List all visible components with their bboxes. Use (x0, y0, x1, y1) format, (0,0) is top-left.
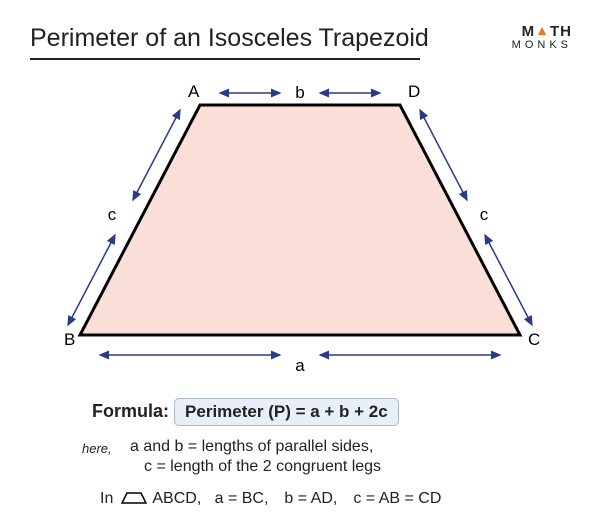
page-title: Perimeter of an Isosceles Trapezoid (30, 24, 429, 53)
final-shape-label: ABCD, (152, 490, 201, 507)
vertex-label: D (408, 82, 420, 101)
trapezoid-icon (121, 491, 147, 505)
formula-row: Formula: Perimeter (P) = a + b + 2c (92, 398, 399, 426)
title-underline (30, 58, 420, 60)
side-label: c (108, 205, 117, 224)
here-label: here, (82, 441, 112, 456)
final-rest: a = BC, b = AD, c = AB = CD (215, 490, 442, 507)
trapezoid-shape (80, 105, 520, 335)
vertex-label: C (528, 330, 540, 349)
side-label: a (295, 356, 305, 375)
final-prefix: In (100, 490, 113, 507)
trapezoid-diagram: A D B C a b c c (30, 75, 570, 375)
brand-logo: M▲TH MONKS (512, 24, 572, 51)
logo-text-th: TH (550, 23, 572, 40)
side-label: b (295, 83, 304, 102)
final-line: In ABCD, a = BC, b = AD, c = AB = CD (100, 490, 441, 508)
vertex-label: B (64, 330, 75, 349)
vertex-label: A (188, 82, 200, 101)
definition-line-1: a and b = lengths of parallel sides, (130, 438, 373, 456)
logo-text-monks: MONKS (512, 40, 572, 52)
logo-text-m: M (522, 23, 536, 40)
formula-box: Perimeter (P) = a + b + 2c (174, 398, 399, 426)
formula-prefix: Formula: (92, 401, 169, 421)
side-label: c (480, 205, 489, 224)
logo-triangle-icon: ▲ (535, 22, 550, 38)
definition-line-2: c = length of the 2 congruent legs (144, 458, 381, 476)
